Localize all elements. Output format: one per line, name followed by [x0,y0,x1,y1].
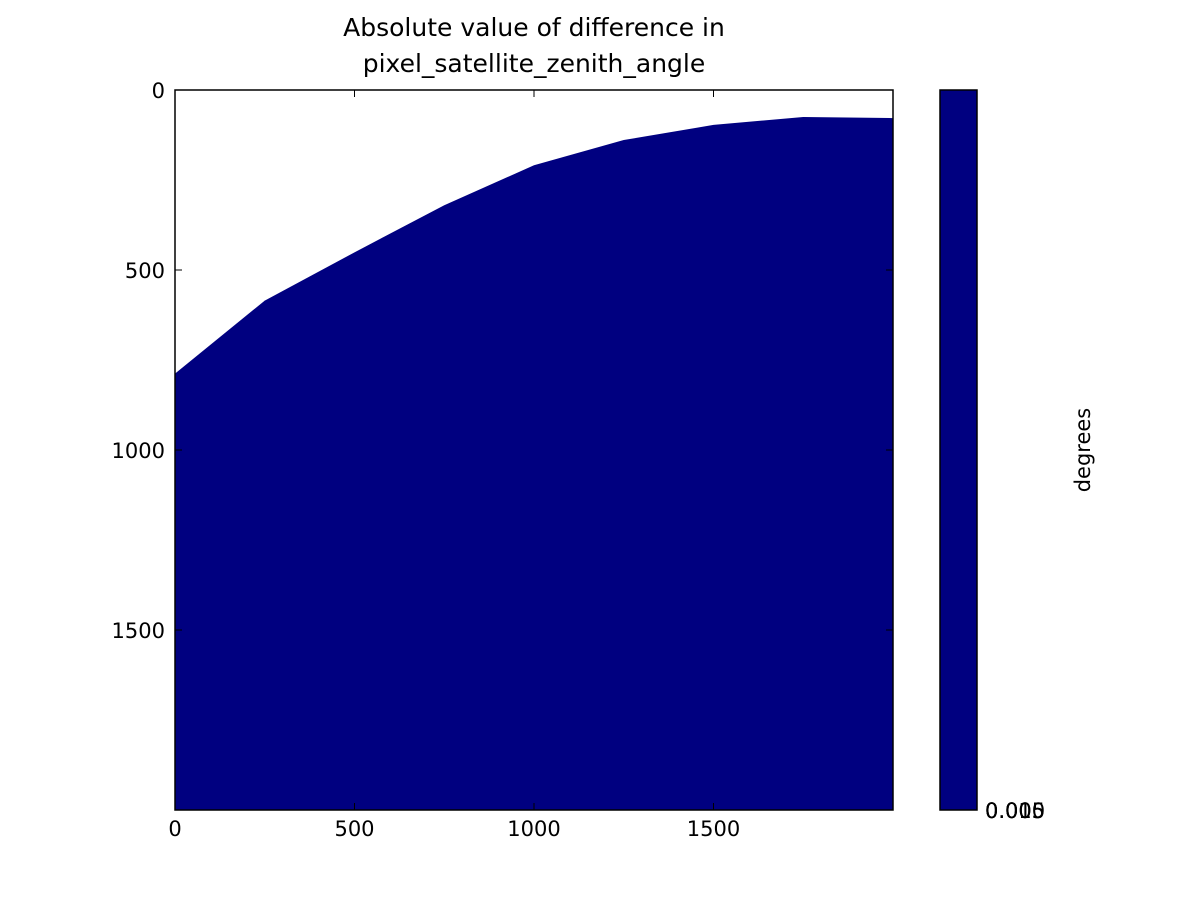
colorbar-tick-label: 0.000 [985,799,1045,823]
y-tick-label: 0 [152,79,165,103]
colorbar [939,89,978,811]
x-tick-label: 0 [168,817,181,841]
x-tick-label: 500 [334,817,374,841]
y-tick-label: 1500 [112,619,165,643]
image-region [175,117,893,810]
x-tick-label: 1500 [687,817,740,841]
colorbar-tick-label: 0.015 [985,799,1045,823]
colorbar-label: degrees [1071,408,1095,493]
y-tick-label: 1000 [112,439,165,463]
chart-title: pixel_satellite_zenith_angle [363,49,706,78]
colorbar-tick-label: 0.005 [985,799,1045,823]
chart-title: Absolute value of difference in [343,13,725,42]
x-tick-label: 1000 [507,817,560,841]
y-tick-label: 500 [125,259,165,283]
